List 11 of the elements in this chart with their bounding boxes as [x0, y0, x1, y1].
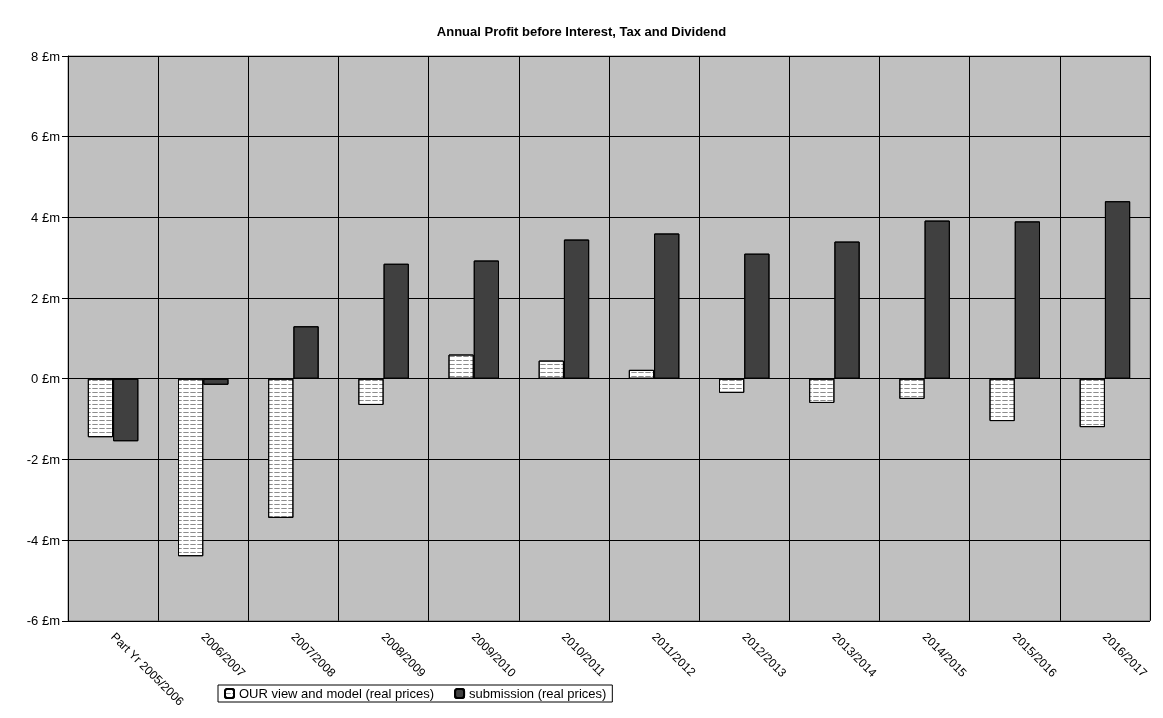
y-tick-label: 6 £m	[31, 129, 60, 145]
y-tick-label: 2 £m	[31, 290, 60, 306]
y-tick-label: 0 £m	[31, 371, 60, 387]
y-tick-label: 4 £m	[31, 209, 60, 225]
y-tick-label: -2 £m	[26, 451, 60, 467]
y-tick-label: 8 £m	[31, 48, 60, 64]
y-tick-label: -6 £m	[26, 613, 60, 629]
y-tick-label: -4 £m	[26, 532, 60, 548]
legend-label: OUR view and model (real prices)	[239, 686, 435, 701]
legend-label: submission (real prices)	[469, 686, 607, 701]
chart-title: Annual Profit before Interest, Tax and Dividend	[436, 24, 727, 39]
